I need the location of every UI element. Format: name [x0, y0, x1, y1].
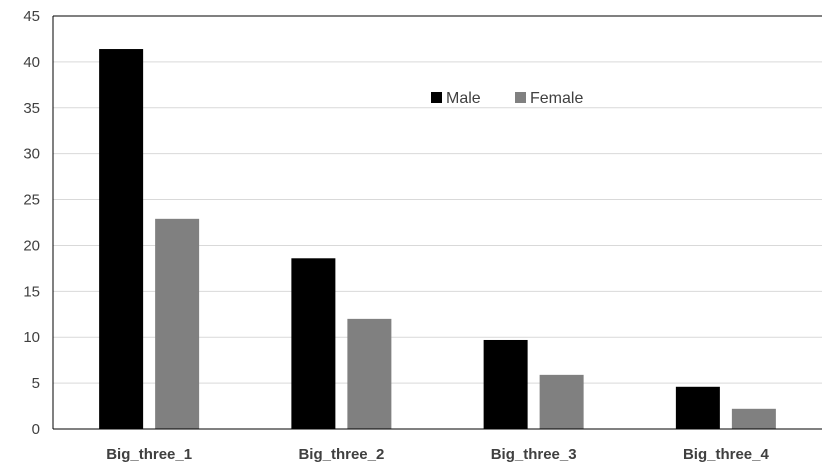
y-tick-label: 40: [23, 54, 40, 71]
y-tick-label: 5: [32, 375, 40, 392]
y-tick-label: 25: [23, 192, 40, 209]
y-tick-label: 30: [23, 146, 40, 163]
x-category-label: Big_three_2: [298, 446, 384, 463]
bar-female-big-three-1: [155, 218, 200, 429]
y-tick-label: 0: [32, 421, 40, 438]
legend-swatch-female: [515, 92, 526, 103]
y-tick-label: 10: [23, 329, 40, 346]
bar-male-big-three-2: [291, 258, 336, 429]
bar-female-big-three-3: [539, 374, 584, 429]
axes: [52, 15, 822, 430]
bars: [99, 49, 776, 429]
x-category-label: Big_three_3: [491, 446, 577, 463]
bar-male-big-three-3: [483, 339, 528, 429]
x-category-label: Big_three_4: [683, 446, 770, 463]
y-tick-label: 45: [23, 8, 40, 25]
y-axis-tick-labels: 0 5 10 15 20 25 30 35 40 45: [23, 8, 40, 438]
x-axis-category-labels: Big_three_1 Big_three_2 Big_three_3 Big_thr…: [106, 446, 769, 463]
y-tick-label: 20: [23, 237, 40, 254]
y-tick-label: 35: [23, 100, 40, 117]
x-category-label: Big_three_1: [106, 446, 192, 463]
legend: Male Female: [431, 90, 583, 107]
bar-female-big-three-2: [347, 318, 392, 429]
bar-male-big-three-4: [675, 386, 720, 429]
legend-label-female: Female: [530, 90, 583, 107]
y-tick-label: 15: [23, 283, 40, 300]
bar-female-big-three-4: [731, 408, 776, 429]
bar-male-big-three-1: [99, 49, 144, 429]
legend-label-male: Male: [446, 90, 481, 107]
legend-swatch-male: [431, 92, 442, 103]
